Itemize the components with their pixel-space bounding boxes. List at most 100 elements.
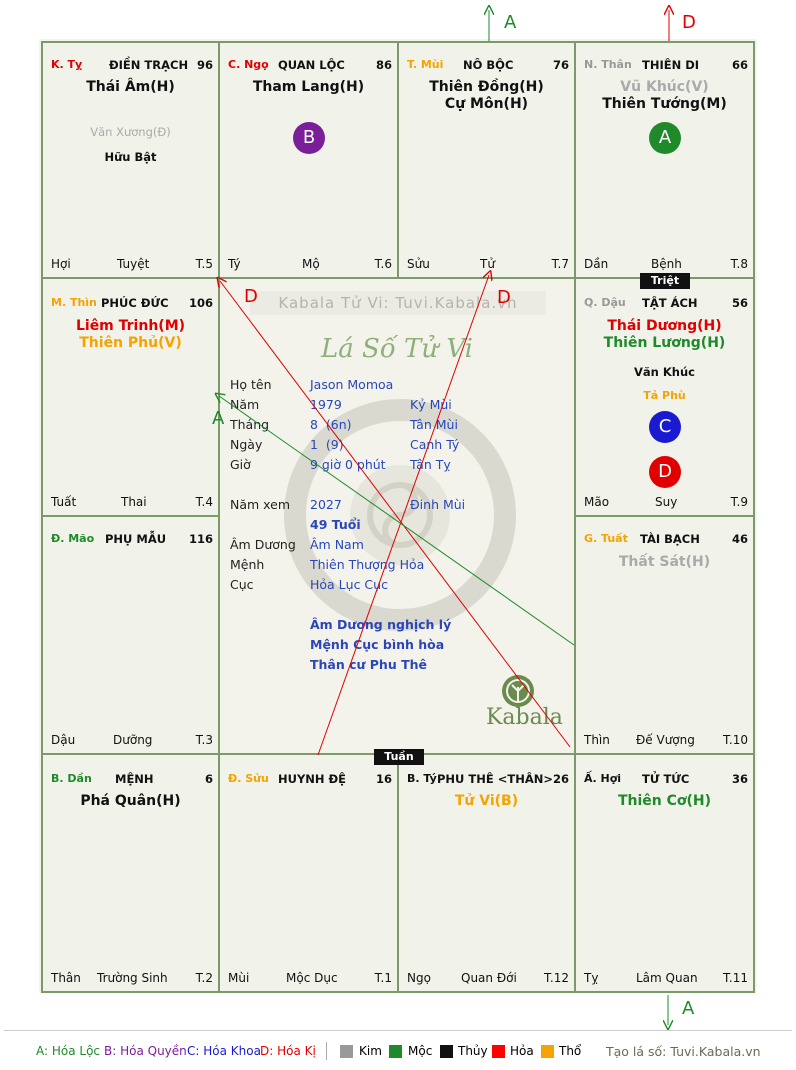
palace-number: 6 <box>204 772 213 786</box>
palace-tat-ach[interactable]: Q. Dậu TẬT ÁCH 56 Thái Dương(H) Thiên Lư… <box>574 277 755 517</box>
palace-menh[interactable]: B. Dần MỆNH 6 Phá Quân(H) Thân Trường Si… <box>41 753 220 993</box>
foot-stage: Quan Đới <box>461 971 517 985</box>
palace-phuc-duc[interactable]: M. Thìn PHÚC ĐỨC 106 Liêm Trinh(M) Thiên… <box>41 277 220 517</box>
value-nam-xem: 2027 <box>310 497 342 512</box>
palace-quan-loc[interactable]: C. Ngọ QUAN LỘC 86 Tham Lang(H) B Tý Mộ … <box>218 41 399 279</box>
palace-number: 16 <box>375 772 392 786</box>
credit-link[interactable]: Tạo lá số: Tuvi.Kabala.vn <box>606 1044 761 1059</box>
minor-star: Văn Khúc <box>634 365 695 379</box>
hoa-ki-marker: D <box>649 456 681 488</box>
label-cuc: Cục <box>230 577 254 592</box>
legend-tho-swatch <box>541 1045 554 1058</box>
foot-age: T.12 <box>544 971 569 985</box>
foot-age: T.8 <box>730 257 748 271</box>
legend-hoa-ki: D: Hóa Kị <box>260 1044 316 1058</box>
foot-branch: Ngọ <box>407 971 431 985</box>
legend-divider <box>4 1030 792 1031</box>
major-star: Thiên Phủ(V) <box>79 335 182 351</box>
palace-name: TỬ TỨC <box>642 772 690 786</box>
palace-thien-di[interactable]: N. Thân THIÊN DI 66 Vũ Khúc(V) Thiên Tướ… <box>574 41 755 279</box>
foot-stage: Bệnh <box>651 257 682 271</box>
minor-star: Tả Phù <box>643 389 686 402</box>
foot-branch: Dần <box>584 257 609 271</box>
palace-branch: Q. Dậu <box>584 296 626 309</box>
label-nam: Năm <box>230 397 260 412</box>
value-thang: 8 (6n) <box>310 417 352 432</box>
legend-moc-swatch <box>389 1045 402 1058</box>
palace-name: TÀI BẠCH <box>640 532 700 546</box>
value-ngay: 1 (9) <box>310 437 344 452</box>
triet-tag: Triệt <box>640 273 690 289</box>
palace-name: HUYNH ĐỆ <box>278 772 347 786</box>
palace-branch: C. Ngọ <box>228 58 269 71</box>
foot-stage: Tuyệt <box>117 257 150 271</box>
palace-branch: G. Tuất <box>584 532 628 545</box>
chart-title: Lá Số Tử Vi <box>320 334 473 364</box>
palace-branch: Đ. Mão <box>51 532 95 545</box>
foot-branch: Thìn <box>584 733 610 747</box>
label-am-duong: Âm Dương <box>230 537 296 552</box>
legend-hoa-khoa: C: Hóa Khoa <box>187 1044 261 1058</box>
major-star: Thiên Tướng(M) <box>602 96 727 112</box>
major-star: Thái Dương(H) <box>607 318 722 334</box>
palace-name: TẬT ÁCH <box>642 296 698 310</box>
palace-branch: K. Tỵ <box>51 58 83 71</box>
arrow-label-diag-d1: D <box>244 286 258 307</box>
foot-branch: Tuất <box>51 495 77 509</box>
palace-branch: Đ. Sửu <box>228 772 269 785</box>
foot-age: T.10 <box>723 733 748 747</box>
foot-branch: Tý <box>228 257 241 271</box>
legend-thuy: Thủy <box>458 1044 488 1058</box>
foot-branch: Dậu <box>51 733 76 747</box>
palace-name: MỆNH <box>115 772 154 786</box>
value-ho-ten: Jason Momoa <box>310 377 394 392</box>
label-menh: Mệnh <box>230 557 265 572</box>
palace-branch: B. Dần <box>51 772 92 785</box>
foot-age: T.2 <box>195 971 213 985</box>
foot-stage: Dưỡng <box>113 733 153 747</box>
note-line: Mệnh Cục bình hòa <box>310 637 445 652</box>
palace-branch: B. Tý <box>407 772 437 785</box>
palace-branch: T. Mùi <box>407 58 444 71</box>
foot-branch: Sửu <box>407 257 430 271</box>
legend-thuy-swatch <box>440 1045 453 1058</box>
palace-name: PHU THÊ <THÂN> <box>437 772 553 786</box>
foot-branch: Mão <box>584 495 610 509</box>
palace-phu-the[interactable]: B. Tý PHU THÊ <THÂN> 26 Tử Vi(B) Ngọ Qua… <box>397 753 576 993</box>
foot-branch: Thân <box>51 971 81 985</box>
legend-hoa-quyen: B: Hóa Quyền <box>104 1044 187 1058</box>
legend-kim: Kim <box>359 1044 382 1058</box>
foot-stage: Suy <box>655 495 678 509</box>
label-ngay: Ngày <box>230 437 263 452</box>
major-star: Vũ Khúc(V) <box>620 79 709 95</box>
major-star: Tham Lang(H) <box>252 79 365 95</box>
value-menh: Thiên Thượng Hỏa <box>310 557 425 572</box>
palace-number: 46 <box>731 532 748 546</box>
arrow-label-diag-d2: D <box>497 287 511 308</box>
palace-phu-mau[interactable]: Đ. Mão PHỤ MẪU 116 Dậu Dưỡng T.3 <box>41 515 220 755</box>
major-star: Thiên Đồng(H) <box>429 79 544 95</box>
major-star: Thiên Lương(H) <box>603 335 726 351</box>
note-line: Thân cư Phu Thê <box>310 657 427 672</box>
palace-tu-tuc[interactable]: Ấ. Hợi TỬ TỨC 36 Thiên Cơ(H) Tỵ Lâm Quan… <box>574 753 755 993</box>
label-gio: Giờ <box>230 457 251 472</box>
value-tuoi: 49 Tuổi <box>310 517 361 532</box>
major-star: Tử Vi(B) <box>454 793 519 809</box>
palace-huynh-de[interactable]: Đ. Sửu HUYNH ĐỆ 16 Mùi Mộc Dục T.1 <box>218 753 399 993</box>
foot-stage: Thai <box>121 495 147 509</box>
palace-no-boc[interactable]: T. Mùi NÔ BỘC 76 Thiên Đồng(H) Cự Môn(H)… <box>397 41 576 279</box>
minor-star: Văn Xương(Đ) <box>90 125 171 139</box>
legend-hoa-swatch <box>492 1045 505 1058</box>
value-thang-can-chi: Tân Mùi <box>410 417 458 432</box>
foot-age: T.3 <box>195 733 213 747</box>
palace-tai-bach[interactable]: G. Tuất TÀI BẠCH 46 Thất Sát(H) Thìn Đế … <box>574 515 755 755</box>
palace-name: ĐIỀN TRẠCH <box>109 58 189 72</box>
major-star: Thất Sát(H) <box>618 554 711 570</box>
palace-dien-trach[interactable]: K. Tỵ ĐIỀN TRẠCH 96 Thái Âm(H) Văn Xương… <box>41 41 220 279</box>
value-cuc: Hỏa Lục Cục <box>310 577 388 592</box>
palace-branch: Ấ. Hợi <box>584 772 622 785</box>
arrow-label-top-a: A <box>504 12 517 33</box>
arrow-label-bottom-a: A <box>682 998 695 1019</box>
major-star: Cự Môn(H) <box>444 96 529 112</box>
value-nam: 1979 <box>310 397 342 412</box>
